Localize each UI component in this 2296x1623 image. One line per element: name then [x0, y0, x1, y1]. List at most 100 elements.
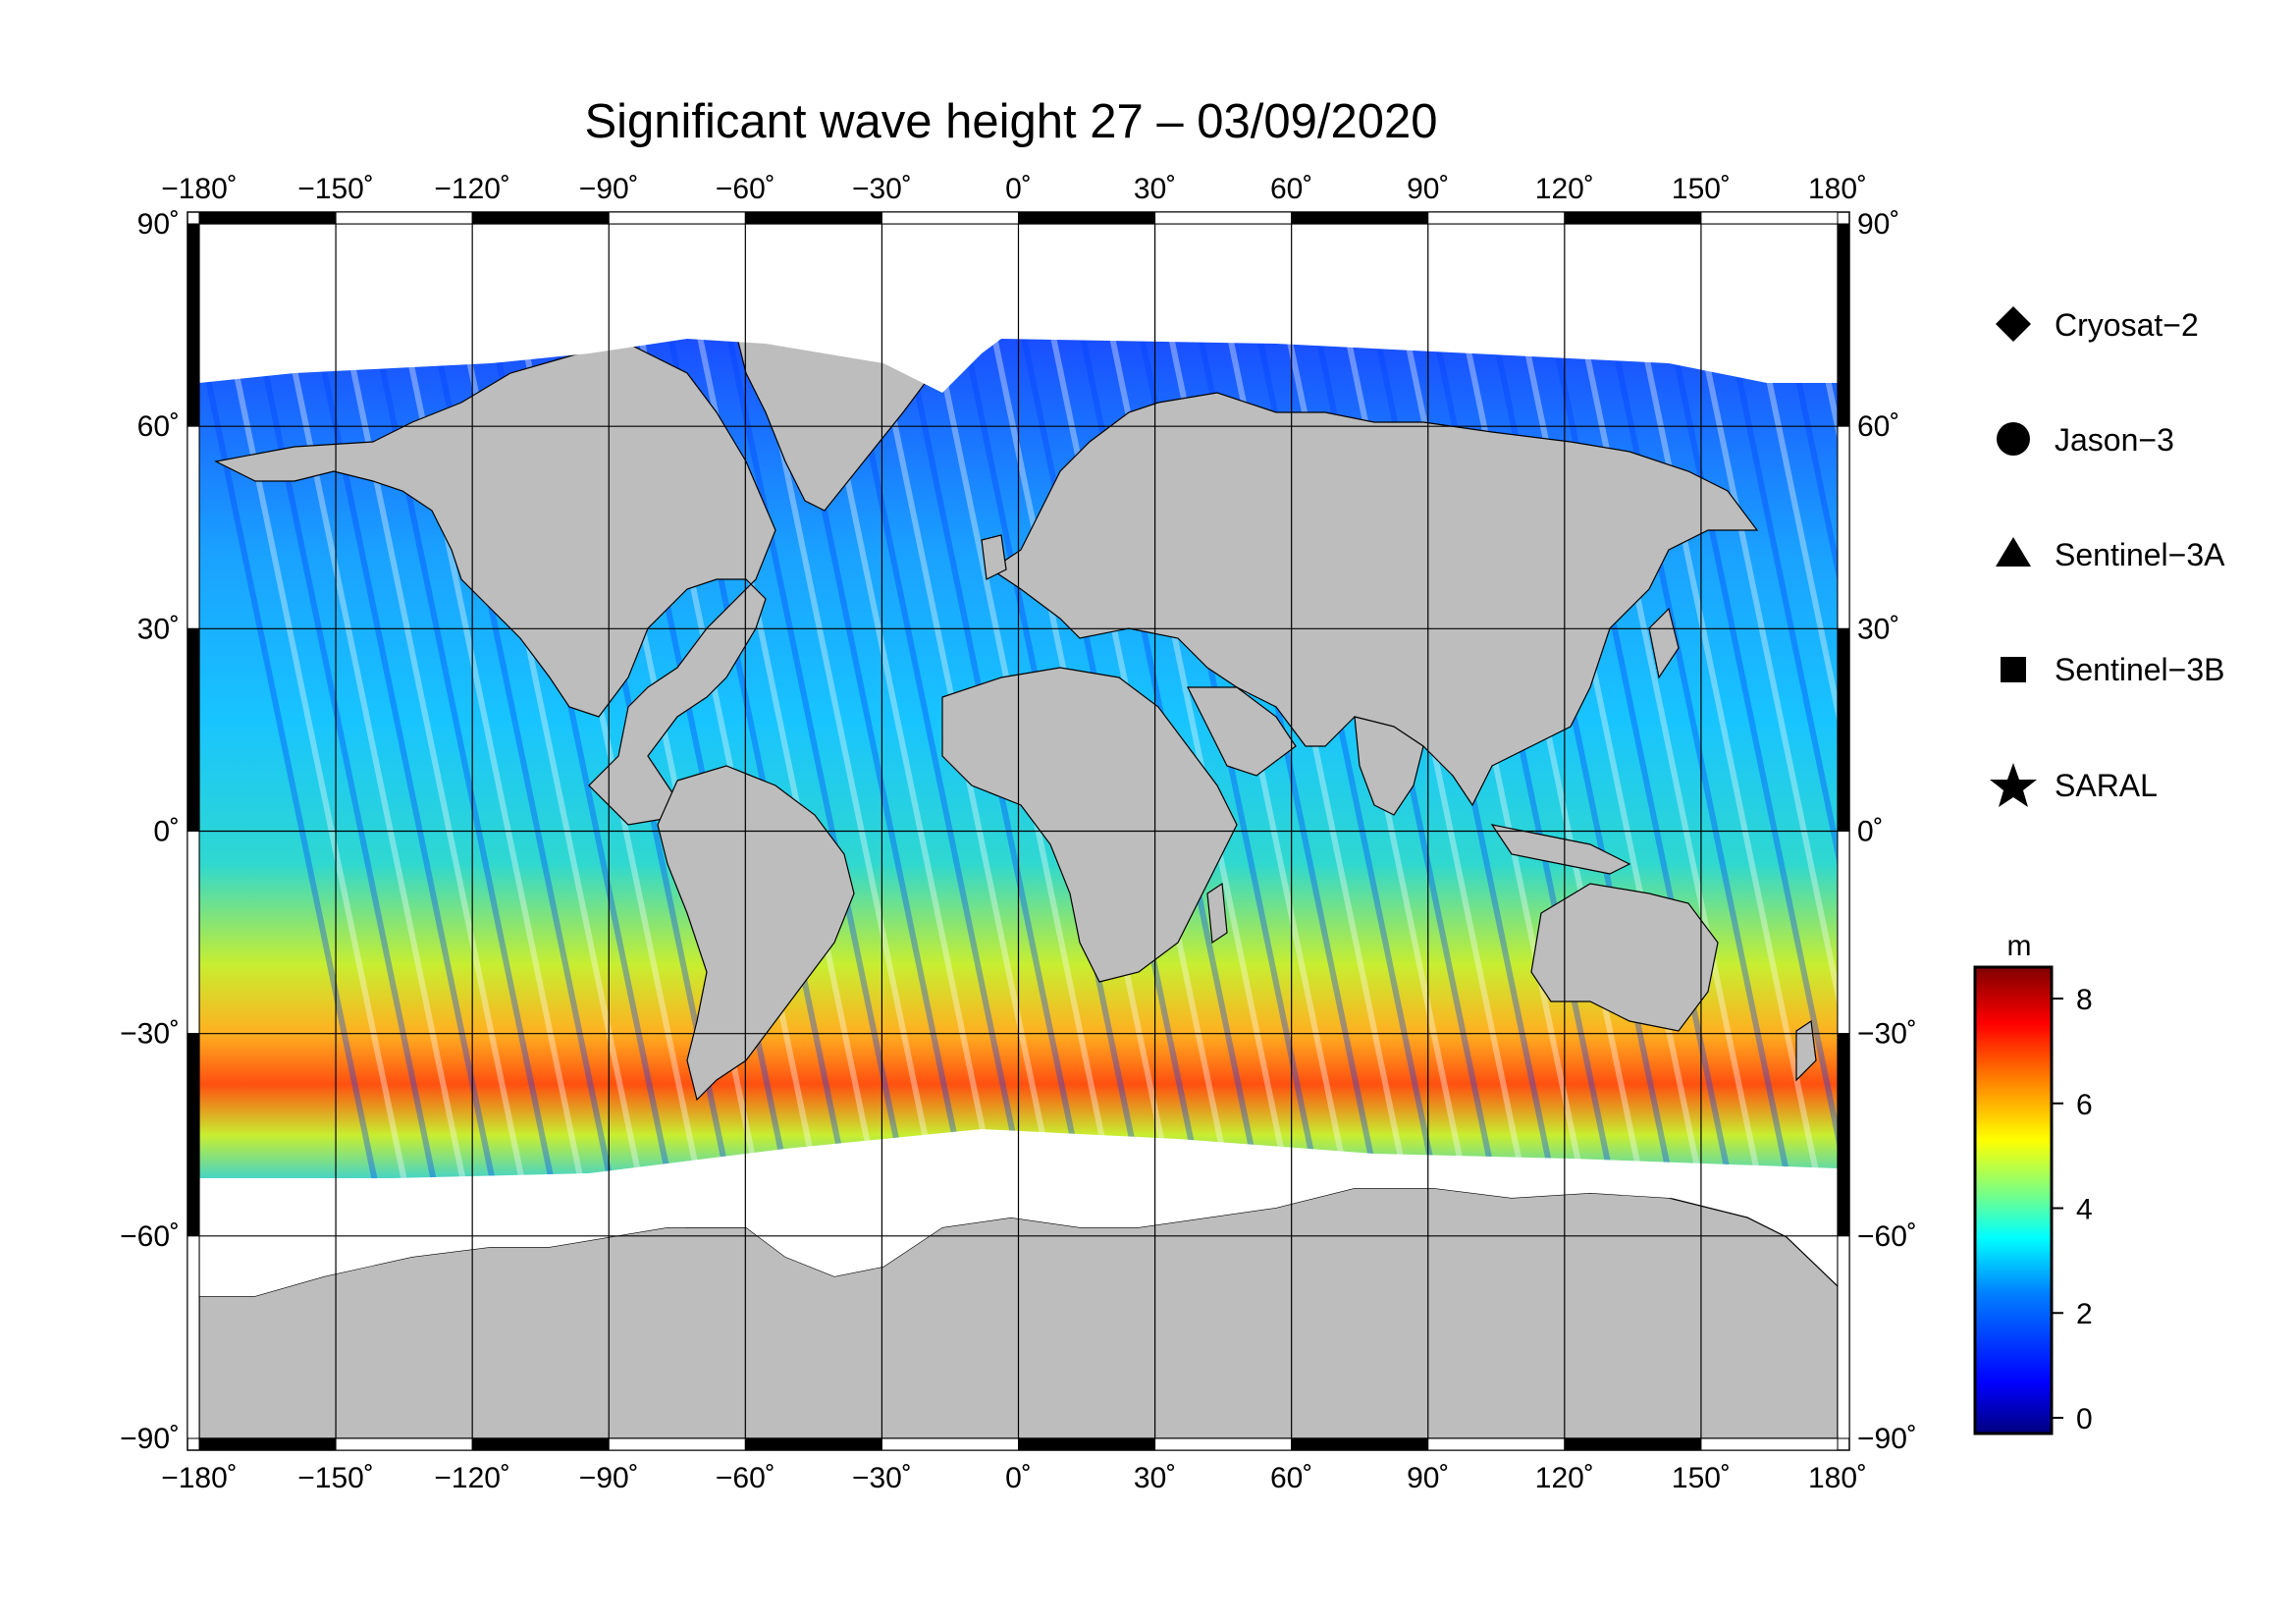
frame-segment	[187, 831, 200, 1035]
lon-tick-label: 180˚	[1808, 173, 1867, 205]
latitude-ticks-left: 90˚ 60˚ 30˚ 0˚ −30˚ −60˚ −90˚	[120, 208, 180, 1455]
lon-tick-label: −150˚	[297, 1462, 374, 1494]
colorbar-tick-label: 8	[2076, 984, 2093, 1016]
north-america	[214, 343, 776, 826]
lon-tick-label: 0˚	[1005, 1462, 1032, 1494]
legend-label: Sentinel−3B	[2055, 652, 2224, 687]
colorbar-ticks: 8 6 4 2 0	[2052, 984, 2093, 1435]
colorbar: m 8 6 4 2 0	[1973, 930, 2093, 1435]
lon-tick-label: −120˚	[434, 1462, 510, 1494]
lat-tick-label: −60˚	[120, 1220, 180, 1253]
legend-item-cryosat: Cryosat−2	[1996, 306, 2199, 343]
lon-tick-label: 30˚	[1134, 1462, 1176, 1494]
africa	[941, 667, 1238, 983]
frame-segment	[1427, 211, 1566, 225]
lon-tick-label: 120˚	[1535, 173, 1594, 205]
lon-tick-label: 90˚	[1407, 173, 1449, 205]
longitude-ticks-top: −180˚ −150˚ −120˚ −90˚ −60˚ −30˚ 0˚ 30˚ 60˚ 90˚ 12…	[161, 173, 1867, 205]
frame-segment	[335, 211, 473, 225]
lon-tick-label: −30˚	[852, 1462, 912, 1494]
lon-tick-label: 120˚	[1535, 1462, 1594, 1494]
lon-tick-label: −60˚	[716, 1462, 775, 1494]
lat-tick-label: 60˚	[137, 410, 180, 443]
track-stripe	[726, 336, 909, 1187]
colorbar-tick-label: 6	[2076, 1089, 2093, 1121]
star-icon	[1990, 763, 2037, 807]
lon-tick-label: −150˚	[297, 173, 374, 205]
lat-tick-label: 90˚	[137, 208, 180, 241]
lon-tick-label: −60˚	[716, 173, 775, 205]
frame-segment	[187, 223, 200, 427]
new-zealand	[1795, 1019, 1817, 1082]
lon-tick-label: 180˚	[1808, 1462, 1867, 1494]
track-stripe	[1757, 336, 1838, 725]
lon-tick-label: −90˚	[579, 1462, 639, 1494]
colorbar-ramp	[1973, 965, 2054, 1435]
frame-segment	[471, 1437, 610, 1451]
lat-tick-label: −60˚	[1857, 1220, 1917, 1253]
lon-tick-label: 150˚	[1672, 173, 1731, 205]
arabia	[1187, 686, 1297, 777]
lon-tick-label: −180˚	[161, 1462, 238, 1494]
frame-segment	[1018, 211, 1156, 225]
japan	[1648, 607, 1680, 679]
frame-segment	[187, 1033, 200, 1237]
india	[1354, 716, 1424, 816]
lat-tick-label: −30˚	[120, 1018, 180, 1051]
frame-segment	[198, 211, 337, 225]
frame-segment	[1564, 1437, 1702, 1451]
south-america	[657, 765, 855, 1102]
colorbar-unit: m	[2007, 930, 2032, 962]
circle-icon	[1997, 422, 2030, 456]
lon-tick-label: −30˚	[852, 173, 912, 205]
frame-segment	[335, 1437, 473, 1451]
track-stripe	[1787, 336, 1838, 583]
legend-item-sentinel3b: Sentinel−3B	[2001, 652, 2224, 687]
latitude-ticks-right: 90˚ 60˚ 30˚ 0˚ −30˚ −60˚ −90˚	[1857, 208, 1917, 1455]
longitude-ticks-bottom: −180˚ −150˚ −120˚ −90˚ −60˚ −30˚ 0˚ 30˚ 60˚ 90˚ 12…	[161, 1462, 1867, 1494]
frame-segment	[744, 1437, 882, 1451]
lat-tick-label: 0˚	[1857, 816, 1884, 848]
colorbar-tick-label: 2	[2076, 1298, 2093, 1330]
frame-segment	[1837, 1235, 1850, 1439]
lon-tick-label: 90˚	[1407, 1462, 1449, 1494]
track-stripe	[199, 336, 379, 1187]
track-stripe	[1698, 336, 1838, 1007]
frame-segment	[1837, 1033, 1850, 1237]
triangle-icon	[1996, 537, 2031, 567]
legend-item-jason: Jason−3	[1997, 422, 2174, 458]
frame-segment	[1154, 211, 1293, 225]
frame-segment	[608, 1437, 746, 1451]
frame-segment	[187, 1235, 200, 1439]
eurasia	[989, 392, 1759, 807]
lat-tick-label: 30˚	[1857, 613, 1899, 645]
lat-tick-label: −90˚	[1857, 1423, 1917, 1455]
lon-tick-label: 60˚	[1270, 1462, 1312, 1494]
frame-segment	[1018, 1437, 1156, 1451]
australia	[1530, 883, 1719, 1032]
lon-tick-label: −90˚	[579, 173, 639, 205]
frame-segment	[471, 211, 610, 225]
lon-tick-label: −180˚	[161, 173, 238, 205]
frame-segment	[744, 211, 882, 225]
lon-tick-label: 30˚	[1134, 173, 1176, 205]
frame-segment	[1154, 1437, 1293, 1451]
track-stripe	[1728, 336, 1838, 866]
diamond-icon	[1996, 306, 2031, 342]
madagascar	[1206, 882, 1228, 945]
lon-tick-label: 0˚	[1005, 173, 1032, 205]
frame-segment	[1700, 211, 1839, 225]
legend-label: Cryosat−2	[2055, 307, 2199, 343]
track-stripe	[314, 336, 497, 1187]
satellite-legend: Cryosat−2 Jason−3 Sentinel−3A Sentinel−3…	[1990, 306, 2225, 807]
lon-tick-label: 150˚	[1672, 1462, 1731, 1494]
track-stripe	[756, 336, 938, 1187]
uk	[981, 534, 1007, 580]
frame-segment	[198, 1437, 337, 1451]
indonesia	[1490, 824, 1631, 875]
lat-tick-label: 60˚	[1857, 410, 1899, 443]
frame-segment	[187, 627, 200, 832]
frame-segment	[1700, 1437, 1839, 1451]
lat-tick-label: 0˚	[153, 816, 180, 848]
